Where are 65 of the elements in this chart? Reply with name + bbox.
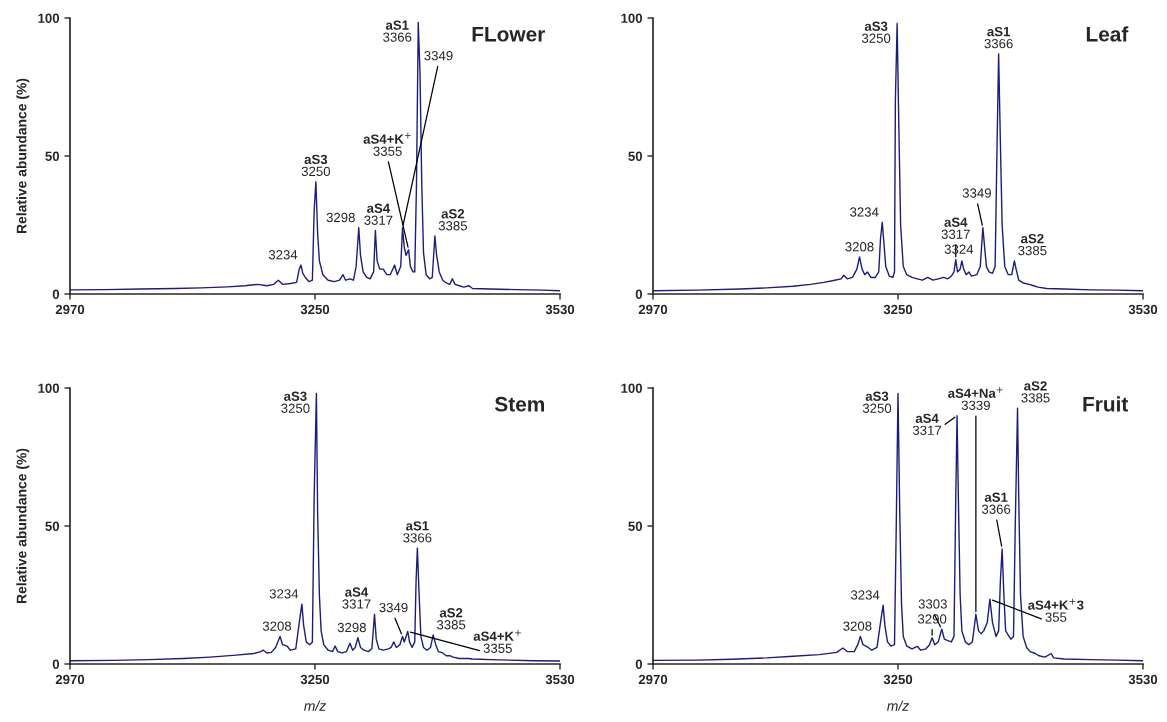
annotation: aS1 3366 xyxy=(984,26,1013,49)
y-axis-title: Relative abundance (%) xyxy=(16,448,30,604)
y-tick-label: 100 xyxy=(621,13,643,23)
annotation: 3349 xyxy=(379,602,408,613)
y-tick-label: 50 xyxy=(628,521,643,531)
y-tick-label: 50 xyxy=(45,521,60,531)
annotation: aS3 3250 xyxy=(861,21,891,43)
x-axis-title: m/z xyxy=(887,700,909,711)
annotation: aS4+K$^{+}$ 3355 xyxy=(473,629,521,653)
annotation: aS3 3250 xyxy=(281,391,310,413)
annotation: 3234 xyxy=(269,589,299,599)
annotation: 3298 xyxy=(337,622,366,633)
annotation: 3349 xyxy=(424,50,453,61)
x-tick-label: 2970 xyxy=(55,674,85,685)
x-tick-label: 2970 xyxy=(638,304,668,315)
y-tick-label: 100 xyxy=(38,13,60,23)
annotation: 3298 xyxy=(326,212,355,223)
annotation: 3234 xyxy=(268,250,298,260)
annotation: aS1 3366 xyxy=(383,20,412,42)
annotation: aS1 3366 xyxy=(981,492,1011,514)
y-tick-label: 50 xyxy=(45,151,60,161)
x-tick-label: 2970 xyxy=(638,674,668,685)
annotation: aS2 3385 xyxy=(1021,381,1050,403)
x-tick-label: 3530 xyxy=(1128,674,1158,685)
annotation: aS4+K$^{+}$3 355 xyxy=(1028,598,1084,622)
annotation: 3234 xyxy=(850,590,880,600)
annotation: aS3 3250 xyxy=(862,391,892,413)
y-tick-label: 0 xyxy=(635,659,643,669)
annotation: 3208 xyxy=(845,242,874,252)
x-tick-label: 3250 xyxy=(300,304,330,315)
x-tick-label: 3530 xyxy=(1128,304,1158,315)
annotation: aS1 3366 xyxy=(403,521,432,543)
chart-title: FLower xyxy=(472,27,545,42)
x-tick-label: 3530 xyxy=(545,304,575,315)
x-tick-label: 3250 xyxy=(300,674,330,685)
y-tick-label: 0 xyxy=(52,659,60,669)
annotation: aS4+K$^{+}$ 3355 xyxy=(363,132,411,156)
chart-title: Leaf xyxy=(1086,26,1129,42)
annotation: aS4 3317 xyxy=(364,203,393,225)
x-tick-label: 3530 xyxy=(545,674,575,685)
y-axis-title: Relative abundance (%) xyxy=(16,78,30,234)
annotation: 3303 xyxy=(918,599,947,609)
annotation: 3234 xyxy=(850,207,879,217)
y-tick-label: 50 xyxy=(628,151,643,161)
annotation: 3208 xyxy=(843,621,872,631)
y-tick-label: 100 xyxy=(38,383,60,393)
annotation: 3349 xyxy=(962,188,991,198)
x-tick-label: 3250 xyxy=(883,674,913,685)
annotation: aS2 3385 xyxy=(1018,233,1047,256)
annotation: aS2 3385 xyxy=(438,209,467,231)
annotation: 3208 xyxy=(262,621,292,631)
y-tick-label: 0 xyxy=(52,289,60,299)
x-tick-label: 2970 xyxy=(55,304,85,315)
annotation: aS4 3317 xyxy=(912,413,942,435)
annotation: aS3 3250 xyxy=(301,154,331,177)
x-axis-title: m/z xyxy=(304,700,326,711)
annotation: aS4 3317 xyxy=(941,217,970,239)
chart-title: Stem xyxy=(494,396,545,412)
y-tick-label: 100 xyxy=(621,383,643,393)
chart-title: Fruit xyxy=(1083,396,1129,412)
annotation: aS4+Na$^{+}$ 3339 xyxy=(948,386,1003,410)
annotation: aS2 3385 xyxy=(436,608,466,630)
y-tick-label: 0 xyxy=(635,289,643,299)
x-tick-label: 3250 xyxy=(883,304,913,315)
annotation: aS4 3317 xyxy=(342,587,371,609)
